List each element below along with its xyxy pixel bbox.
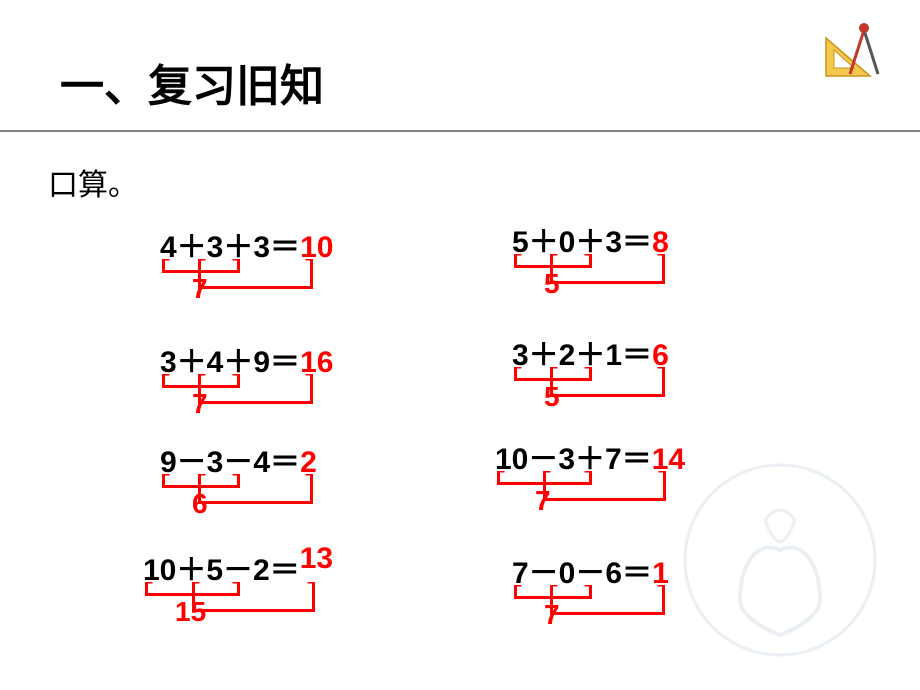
partial-result: 7: [535, 485, 551, 517]
slide: 一、复习旧知 口算。 4＋3＋3＝10 75＋0＋3＝8 53＋4＋9＝16 7…: [0, 0, 920, 690]
partial-result: 5: [544, 381, 560, 413]
step-bracket-large: [550, 254, 665, 284]
step-bracket-large: [198, 374, 313, 404]
partial-result: 7: [192, 388, 208, 420]
step-bracket-large: [192, 582, 315, 612]
horizontal-rule: [0, 130, 920, 132]
answer: 13: [300, 542, 333, 575]
subtitle: 口算。: [48, 160, 138, 204]
math-tools-icon: [820, 18, 890, 88]
partial-result: 15: [175, 596, 206, 628]
partial-result: 7: [544, 599, 560, 631]
slide-title: 一、复习旧知: [60, 50, 324, 114]
watermark-icon: [680, 460, 880, 660]
step-bracket-large: [198, 259, 313, 289]
step-bracket-large: [198, 474, 313, 504]
partial-result: 5: [544, 268, 560, 300]
partial-result: 6: [192, 488, 208, 520]
step-bracket-large: [550, 585, 665, 615]
step-bracket-large: [543, 471, 666, 501]
step-bracket-large: [550, 367, 665, 397]
partial-result: 7: [192, 273, 208, 305]
